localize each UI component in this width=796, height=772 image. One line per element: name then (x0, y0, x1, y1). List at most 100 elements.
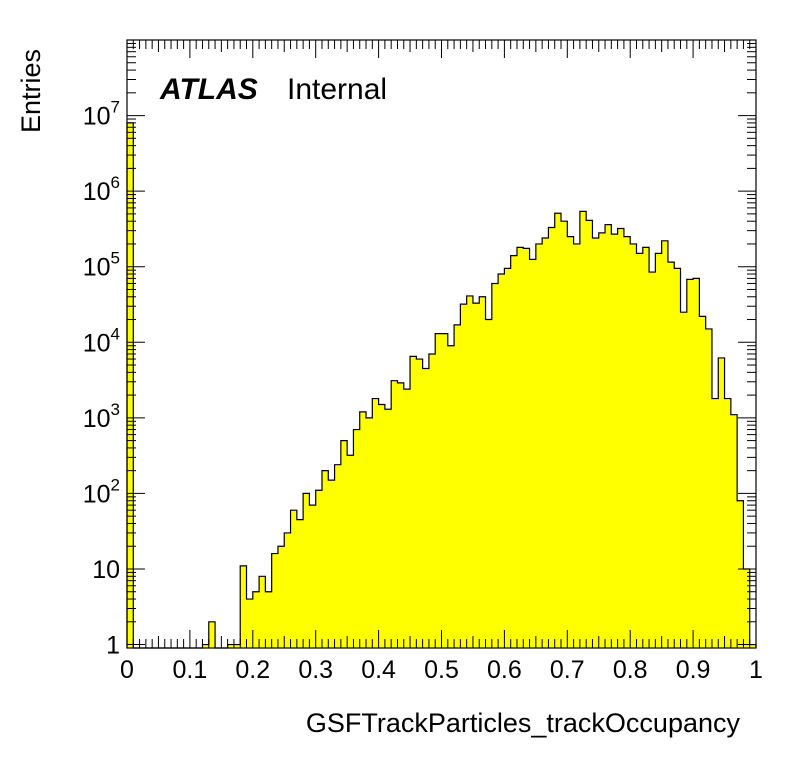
axes (126, 39, 757, 649)
histogram-bar (460, 304, 467, 648)
histogram-bar (252, 591, 260, 648)
histogram-bar (435, 333, 442, 648)
histogram-bar (277, 546, 285, 648)
histogram-bar (127, 122, 134, 648)
histogram-bar (686, 279, 694, 648)
histogram-bar (372, 398, 379, 648)
histogram-bar (271, 553, 279, 648)
histogram-bar (447, 345, 455, 648)
histogram-bar (711, 398, 719, 648)
histogram-bar (378, 404, 386, 648)
histogram-bar (605, 224, 612, 648)
y-tick-label: 1 (106, 632, 120, 660)
x-tick-label: 0.2 (235, 656, 270, 684)
histogram-bar (554, 213, 562, 648)
x-tick-label: 0.8 (613, 656, 648, 684)
histogram-bar (579, 211, 587, 648)
x-tick-label: 0.9 (676, 656, 711, 684)
histogram-bar (321, 470, 329, 648)
histogram-bar (699, 316, 706, 648)
histogram-bar (290, 510, 298, 648)
histogram-bar (454, 324, 461, 648)
histogram-bar (561, 221, 568, 648)
y-tick-label: 104 (83, 324, 120, 357)
x-tick-label: 0.4 (361, 656, 396, 684)
histogram-bar (416, 359, 423, 648)
histogram-bar (284, 532, 291, 648)
y-tick-labels: 1 10 102 103 104 105 106 107 (83, 98, 120, 660)
histogram-bar (353, 429, 361, 648)
histogram-bar (397, 382, 405, 648)
histogram-bar (737, 500, 744, 648)
y-tick-label: 10 (92, 556, 120, 584)
y-tick-label: 106 (83, 173, 120, 206)
histogram-bar (384, 409, 392, 648)
histogram-bars (127, 122, 757, 649)
x-tick-label: 0.7 (550, 656, 585, 684)
histogram-bar (240, 565, 247, 648)
histogram-bar (693, 278, 700, 648)
histogram-bar (724, 398, 732, 648)
histogram-outline (126, 122, 757, 649)
histogram-bar (617, 228, 625, 648)
internal-label: Internal (287, 73, 387, 106)
histogram-bar (674, 268, 681, 648)
histogram-bar (718, 357, 725, 648)
histogram-bar (359, 411, 367, 648)
histogram-bar (472, 303, 480, 648)
histogram-bar (730, 414, 738, 648)
x-tick-label: 0 (120, 656, 134, 684)
histogram-bar (296, 519, 304, 648)
histogram-bar (303, 493, 310, 648)
histogram-bar (422, 368, 430, 648)
histogram-bar (592, 237, 600, 648)
histogram-bar (705, 328, 713, 648)
histogram-bar (516, 247, 524, 648)
histogram-bar (573, 243, 581, 649)
histogram-bar (309, 505, 316, 648)
histogram-bar (642, 247, 650, 648)
histogram-bar (504, 268, 511, 648)
histogram-bar (340, 440, 348, 648)
histogram-bar (535, 243, 543, 649)
histogram-bar (466, 295, 474, 648)
histogram-bar (630, 243, 637, 649)
histogram-bar (441, 333, 449, 648)
histogram-bar (485, 319, 493, 648)
histogram-bar (246, 599, 254, 648)
histogram-bar (749, 644, 757, 648)
histogram-bar (347, 455, 354, 648)
histogram-bar (315, 490, 323, 648)
x-axis-label: GSFTrackParticles_trackOccupancy (306, 708, 741, 738)
histogram-bar (498, 274, 505, 648)
histogram-bar (743, 568, 751, 648)
histogram-bar (410, 356, 417, 648)
histogram-bar (233, 644, 241, 648)
histogram-bar (548, 227, 556, 648)
histogram-bar (598, 232, 606, 648)
histogram-bar (366, 417, 373, 648)
x-tick-label: 0.3 (298, 656, 333, 684)
histogram-bar (636, 253, 644, 649)
histogram-bar (661, 240, 669, 648)
histogram-bar (623, 236, 631, 648)
histogram-bar (655, 253, 662, 649)
histogram-bar (567, 236, 574, 648)
histogram-bar (403, 389, 411, 648)
histogram-bar (428, 353, 436, 648)
histogram-bar (208, 621, 216, 648)
histogram-bar (529, 259, 537, 648)
atlas-label: ATLAS (159, 73, 258, 106)
y-tick-label: 102 (83, 475, 120, 508)
histogram-bar (491, 283, 499, 648)
histogram-bar (542, 237, 549, 648)
x-tick-labels: 0 0.1 0.2 0.3 0.4 0.5 0.6 0.7 0.8 0.9 1 (120, 656, 763, 684)
histogram-bar (334, 464, 342, 648)
histogram-bar (510, 255, 518, 648)
y-tick-label: 107 (83, 98, 120, 131)
histogram-bar (680, 312, 688, 648)
histogram-bar (227, 644, 235, 648)
x-tick-label: 0.5 (424, 656, 459, 684)
x-tick-label: 0.6 (487, 656, 522, 684)
